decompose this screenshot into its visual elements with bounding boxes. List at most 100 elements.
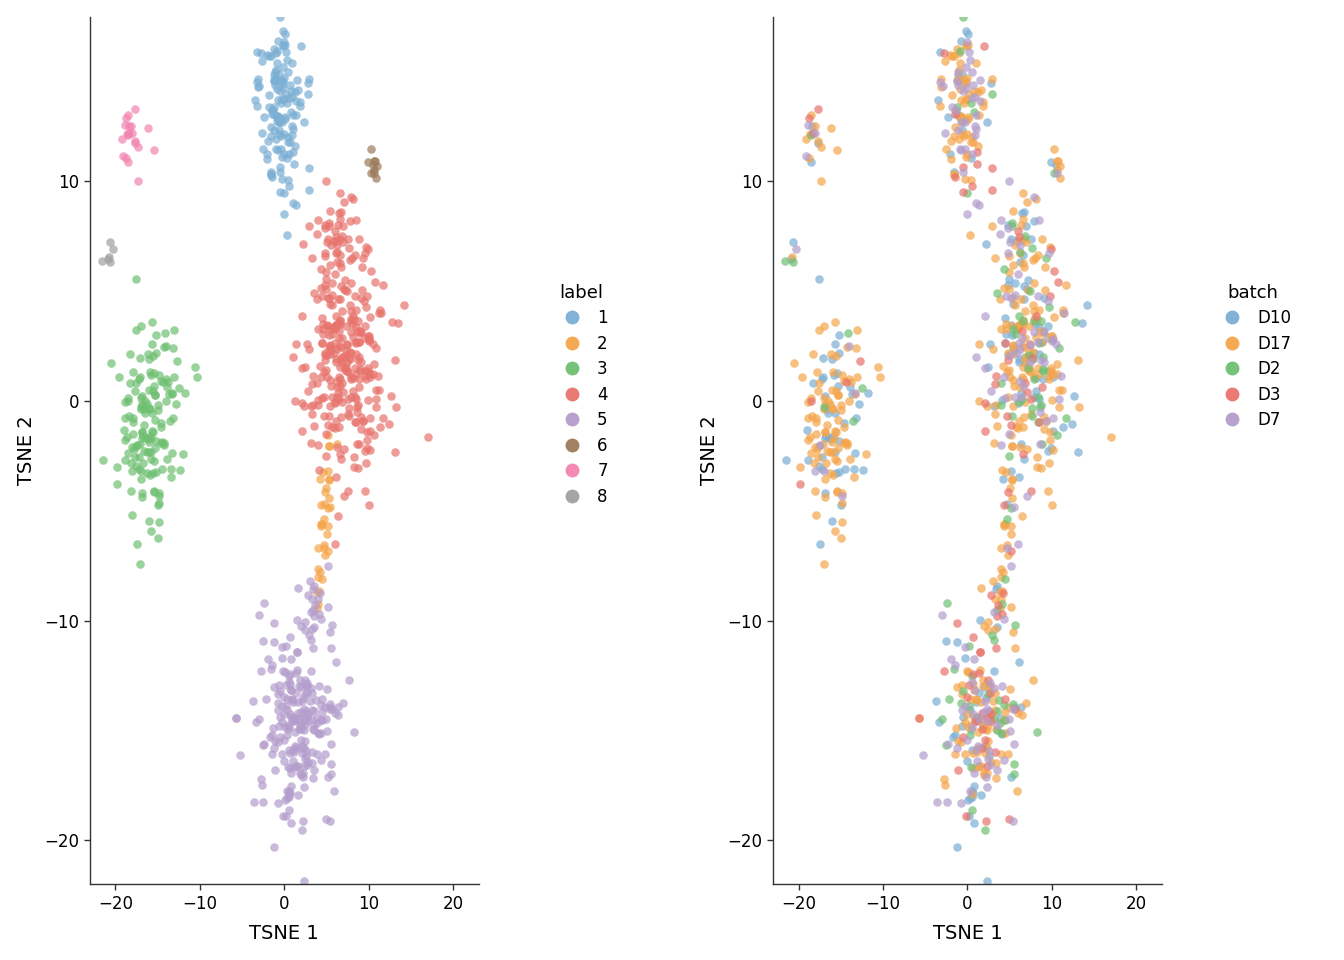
Point <box>956 689 977 705</box>
Point <box>335 282 356 298</box>
Point <box>996 512 1017 527</box>
Point <box>984 680 1005 695</box>
Point <box>814 424 836 440</box>
Point <box>926 794 948 809</box>
Point <box>333 488 355 503</box>
Point <box>321 640 343 656</box>
Point <box>320 204 341 219</box>
Point <box>966 744 988 759</box>
Point <box>278 789 300 804</box>
Point <box>804 463 825 478</box>
Point <box>991 322 1012 337</box>
Point <box>141 523 163 539</box>
Point <box>138 382 160 397</box>
Point <box>1017 362 1039 377</box>
Point <box>950 796 972 811</box>
Point <box>1023 189 1044 204</box>
Point <box>335 318 356 333</box>
Point <box>1004 617 1025 633</box>
Point <box>341 317 363 332</box>
Point <box>317 290 339 305</box>
Point <box>1038 372 1059 387</box>
Point <box>153 437 175 452</box>
Point <box>302 602 324 617</box>
Point <box>956 707 977 722</box>
Point <box>993 497 1015 513</box>
Point <box>1015 228 1036 243</box>
Point <box>327 341 348 356</box>
Point <box>1012 420 1034 435</box>
Point <box>144 441 165 456</box>
Point <box>317 558 339 573</box>
Point <box>946 103 968 118</box>
Point <box>802 125 824 140</box>
Point <box>324 266 345 281</box>
Point <box>814 486 836 501</box>
Point <box>320 699 341 714</box>
Point <box>1012 359 1034 374</box>
Point <box>343 459 364 474</box>
Point <box>120 346 141 361</box>
Point <box>163 370 184 385</box>
Point <box>1001 472 1023 488</box>
Point <box>267 686 289 702</box>
Point <box>1101 429 1122 444</box>
Point <box>824 523 845 539</box>
Point <box>282 744 304 759</box>
Point <box>935 737 957 753</box>
Point <box>306 746 328 761</box>
Point <box>159 413 180 428</box>
Point <box>263 635 285 650</box>
Point <box>152 374 173 390</box>
Point <box>280 105 301 120</box>
Point <box>950 696 972 711</box>
Point <box>337 406 359 421</box>
Point <box>366 158 387 174</box>
Point <box>159 387 180 402</box>
Point <box>306 291 328 306</box>
Point <box>1032 361 1054 376</box>
Point <box>266 56 288 71</box>
Point <box>290 396 312 411</box>
Point <box>831 497 852 513</box>
Point <box>348 397 370 413</box>
Point <box>950 142 972 157</box>
Point <box>292 738 313 754</box>
Point <box>364 154 386 169</box>
Point <box>961 134 982 150</box>
Point <box>972 740 993 756</box>
Point <box>960 783 981 799</box>
Point <box>818 430 840 445</box>
Point <box>1050 158 1071 174</box>
Point <box>328 508 349 523</box>
Point <box>1008 354 1030 370</box>
Point <box>298 218 320 233</box>
Point <box>271 714 293 730</box>
Point <box>292 814 313 829</box>
Point <box>298 627 320 642</box>
Point <box>304 597 325 612</box>
Point <box>774 253 796 269</box>
Point <box>948 77 969 92</box>
Point <box>775 453 797 468</box>
Point <box>984 591 1005 607</box>
Point <box>329 185 351 201</box>
Point <box>946 635 968 650</box>
Point <box>306 710 328 726</box>
Point <box>827 441 848 456</box>
Point <box>265 70 286 85</box>
Point <box>304 718 325 733</box>
Point <box>250 772 271 787</box>
Point <box>296 685 317 701</box>
Point <box>1024 311 1046 326</box>
Point <box>136 396 157 411</box>
Point <box>343 191 364 206</box>
Point <box>968 758 989 774</box>
Point <box>954 141 976 156</box>
Point <box>946 99 968 114</box>
Point <box>996 538 1017 553</box>
Point <box>989 601 1011 616</box>
Point <box>343 308 364 324</box>
Point <box>340 276 362 291</box>
Point <box>1028 346 1050 361</box>
